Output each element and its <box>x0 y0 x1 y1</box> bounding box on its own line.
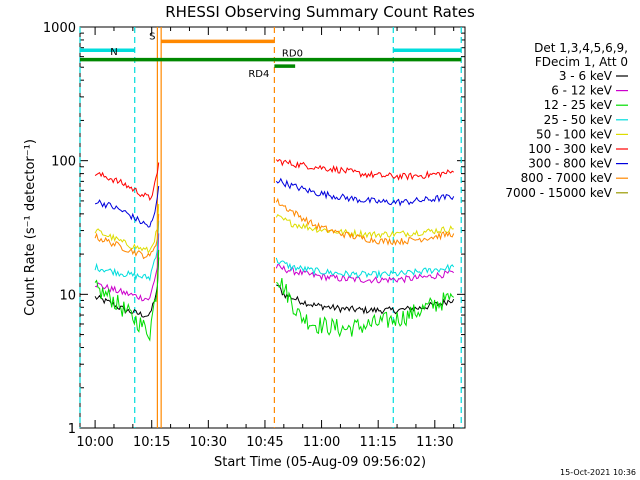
x-tick-label: 10:30 <box>190 435 227 450</box>
x-tick-label: 11:00 <box>303 435 340 450</box>
x-tick-label: 10:00 <box>76 435 113 450</box>
legend-entry: 12 - 25 keV <box>544 98 613 112</box>
x-tick-label: 11:30 <box>416 435 453 450</box>
series-line <box>94 177 455 228</box>
legend-entry: 800 - 7000 keV <box>521 171 613 185</box>
x-tick-label: 10:15 <box>133 435 170 450</box>
series-line <box>94 233 455 302</box>
y-tick-label: 1 <box>68 422 76 437</box>
legend-header: FDecim 1, Att 0 <box>535 55 628 69</box>
series-line <box>94 220 455 282</box>
y-tick-label: 10 <box>59 288 76 303</box>
legend-entry: 100 - 300 keV <box>528 142 612 156</box>
y-axis-label: Count Rate (s⁻¹ detector⁻¹) <box>23 139 38 316</box>
legend-entry: 25 - 50 keV <box>544 113 613 127</box>
x-tick-label: 10:45 <box>246 435 283 450</box>
legend-entry: 6 - 12 keV <box>551 84 613 98</box>
plot-frame <box>79 26 466 429</box>
y-tick-label: 1000 <box>43 21 76 36</box>
series-line <box>94 197 455 260</box>
series-line <box>94 158 454 201</box>
series-line <box>94 249 454 342</box>
x-axis-label: Start Time (05-Aug-09 09:56:02) <box>214 455 426 470</box>
legend-entry: 7000 - 15000 keV <box>505 186 612 200</box>
state-bar-label: RD0 <box>282 49 303 60</box>
legend-entry: 3 - 6 keV <box>559 69 613 83</box>
footer-timestamp: 15-Oct-2021 10:36 <box>560 468 636 477</box>
series-line <box>94 203 454 254</box>
chart-title: RHESSI Observing Summary Count Rates <box>165 3 475 21</box>
y-tick-label: 100 <box>51 155 76 170</box>
state-bar-label: N <box>110 47 117 58</box>
x-tick-label: 11:15 <box>359 435 396 450</box>
legend-entry: 300 - 800 keV <box>528 157 612 171</box>
legend-entry: 50 - 100 keV <box>536 127 613 141</box>
state-bar-label: RD4 <box>248 69 269 80</box>
legend-header: Det 1,3,4,5,6,9, <box>534 41 628 55</box>
state-bar-label: S <box>149 31 155 42</box>
